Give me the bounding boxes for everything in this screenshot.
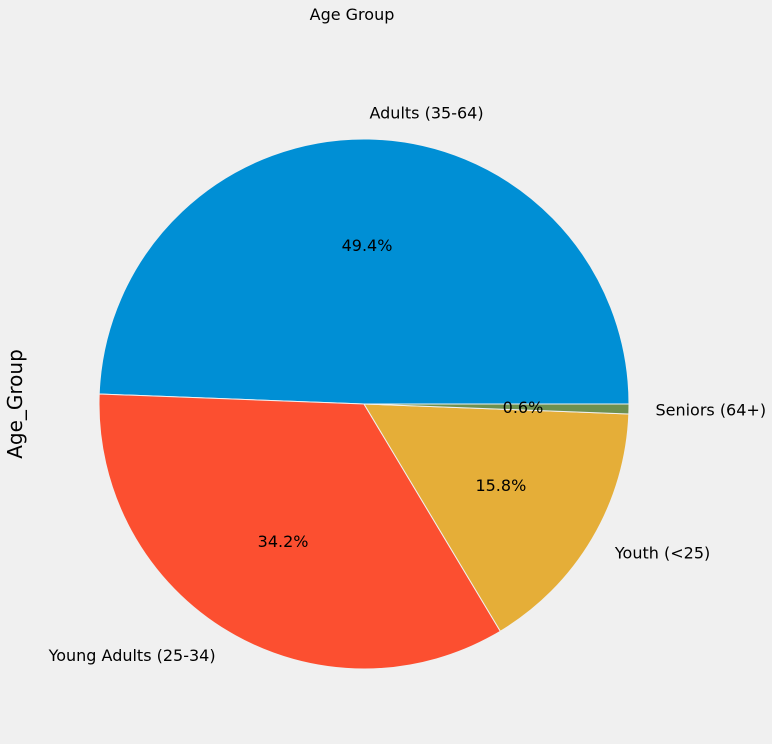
slice-label: Youth (<25) [614,543,710,562]
pie-labels: Adults (35-64) 49.4% Young Adults (25-34) 3… [48,104,767,665]
pie-slice [363,403,630,415]
slice-label: Seniors (64+) [655,400,766,419]
slice-label: Adults (35-64) [369,104,483,123]
pie-slices [98,138,630,670]
y-axis-label: Age_Group [3,349,27,459]
slice-percent-label: 0.6% [503,398,544,417]
chart-title: Age Group [310,5,395,24]
pie-slice [363,403,630,632]
slice-label: Young Adults (25-34) [48,646,216,665]
pie-slice [98,138,630,405]
slice-percent-label: 15.8% [475,476,526,495]
slice-percent-label: 49.4% [342,236,393,255]
pie-slice [98,393,502,670]
slice-percent-label: 34.2% [258,532,309,551]
